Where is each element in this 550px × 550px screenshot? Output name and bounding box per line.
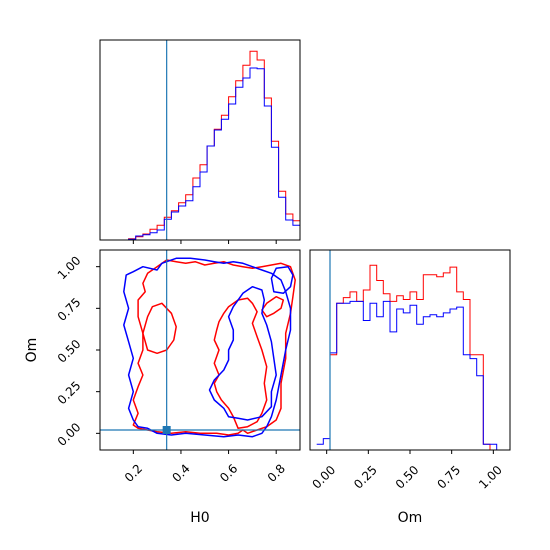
contour-line-1 xyxy=(213,297,268,430)
contour-y-tick-label-3: 0.75 xyxy=(55,295,84,324)
contour-line-3 xyxy=(261,295,285,318)
y-axis-label-om: Om xyxy=(24,338,40,363)
contour-x-tick-label-1: 0.4 xyxy=(169,461,192,484)
contour-y-tick-label-0: 0.00 xyxy=(55,420,84,449)
contour-y-tick-label-4: 1.00 xyxy=(55,253,84,282)
contour-y-tick-label-1: 0.25 xyxy=(55,378,84,407)
contour-line-0 xyxy=(132,259,296,436)
contour-line-2 xyxy=(142,302,177,355)
contour-plot-area xyxy=(100,250,300,450)
contour-line-4 xyxy=(123,257,292,438)
om-x-tick-label-2: 0.50 xyxy=(393,463,422,492)
contour-x-tick-label-0: 0.2 xyxy=(122,461,145,484)
h0-om-contour-panel: 0.2 0.4 0.6 0.8 0.00 0.25 0.50 0.75 1.00 H0 Om xyxy=(24,249,301,526)
h0-hist-frame xyxy=(99,39,301,241)
om-x-tick-label-3: 0.75 xyxy=(434,463,463,492)
contour-line-5 xyxy=(208,285,277,421)
contour-x-tick-label-3: 0.8 xyxy=(265,461,288,484)
contour-x-tick-label-2: 0.6 xyxy=(217,461,240,484)
x-axis-label-h0: H0 xyxy=(190,510,209,526)
om-hist-frame xyxy=(309,249,511,451)
om-x-tick-label-4: 1.00 xyxy=(476,463,505,492)
x-axis-label-om: Om xyxy=(398,510,423,526)
om-x-tick-label-0: 0.00 xyxy=(309,463,338,492)
contour-y-tick-label-2: 0.50 xyxy=(55,337,84,366)
h0-marginal-panel xyxy=(99,39,301,244)
om-x-tick-label-1: 0.25 xyxy=(351,463,380,492)
contour-line-6 xyxy=(270,265,294,295)
om-hist-series-0 xyxy=(316,264,504,451)
om-hist-series-1 xyxy=(316,300,504,451)
truth-point-marker xyxy=(162,426,171,434)
h0-hist-series-1 xyxy=(100,67,300,241)
om-marginal-panel: 0.00 0.25 0.50 0.75 1.00 Om xyxy=(309,249,511,526)
h0-hist-series-0 xyxy=(100,50,300,241)
